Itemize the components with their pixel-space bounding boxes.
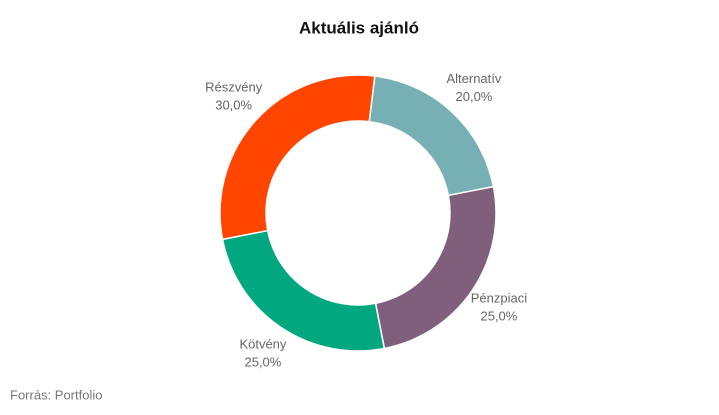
donut-slice [221,229,386,352]
slice-label: Kötvény [239,336,286,351]
chart-title: Aktuális ajánló [299,18,419,37]
slice-label: Pénzpiaci [471,291,527,306]
slice-value-label: 25,0% [244,354,281,369]
donut-slice [219,74,376,241]
slice-value-label: 30,0% [215,97,252,112]
slice-value-label: 25,0% [480,309,517,324]
slice-label: Alternatív [446,71,501,86]
slice-label: Részvény [205,79,263,94]
slice-value-label: 20,0% [456,89,493,104]
donut-slice [374,185,497,350]
source-note: Forrás: Portfolio [10,387,102,402]
